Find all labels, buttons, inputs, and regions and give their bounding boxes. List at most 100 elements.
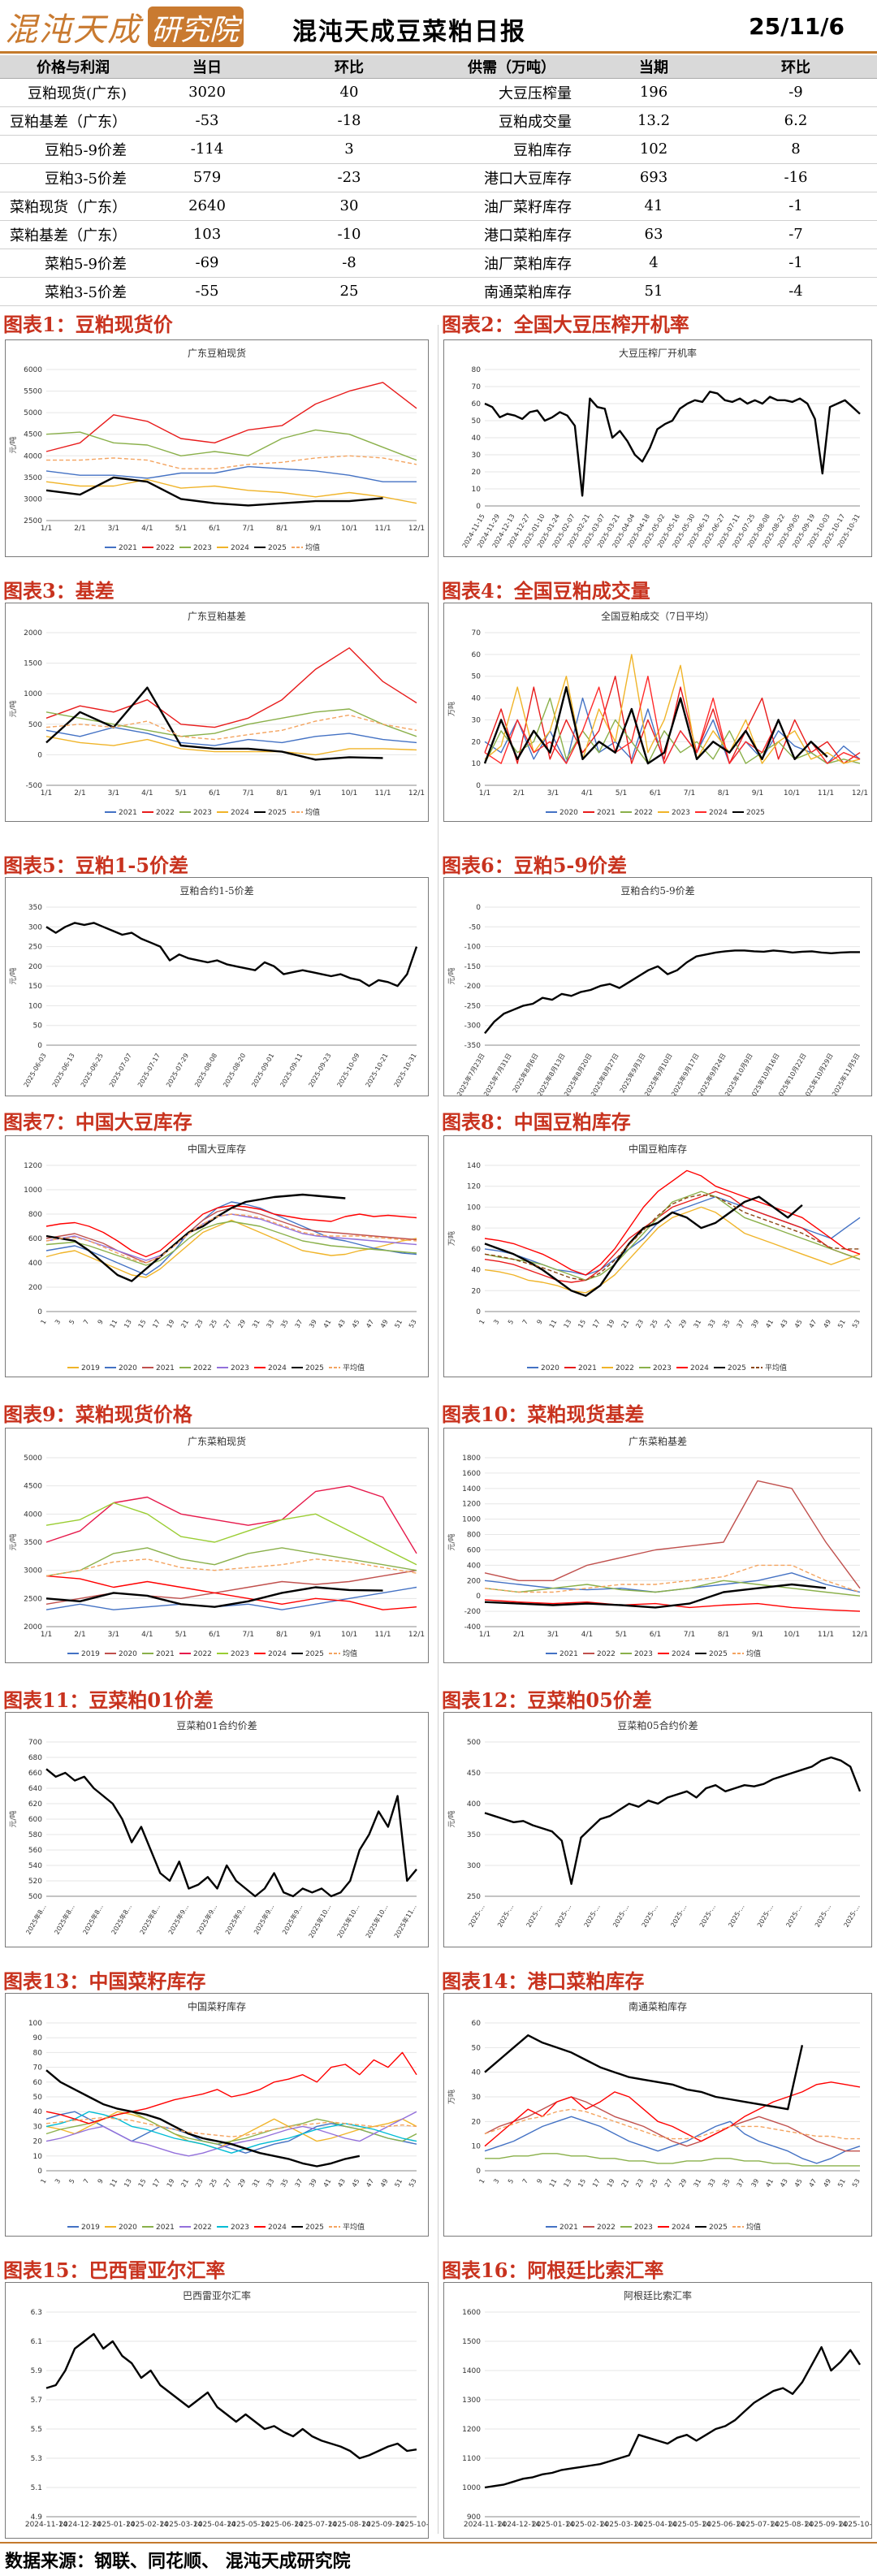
chart-panel: 大豆压榨厂开机率 0 10 20 30 40 50 60 70 80 2024-11-15 2024-… bbox=[443, 339, 872, 557]
y-tick-label: 400 bbox=[467, 1800, 481, 1809]
series-line-2025 bbox=[484, 2034, 804, 2111]
summary-table: 价格与利润 当日 环比 供需（万吨） 当期 环比 豆粕现货(广东) 3020 40 大… bbox=[0, 55, 877, 306]
report-title: 混沌天成豆菜粕日报 bbox=[292, 18, 526, 46]
x-tick-label: 7/1 bbox=[684, 1631, 695, 1639]
x-tick-label: 49 bbox=[379, 1319, 390, 1329]
x-tick-label: 2025-... bbox=[843, 1904, 862, 1929]
x-tick-label: 2025-... bbox=[727, 1904, 745, 1929]
chart-section-title: 图表14：港口菜粕库存 bbox=[442, 1969, 645, 1993]
summary-row: 菜粕5-9价差 -69 -8 油厂菜粕库存 4 -1 bbox=[0, 249, 877, 278]
y-tick-label: 60 bbox=[472, 1246, 482, 1254]
x-tick-label: 2025年8... bbox=[81, 1903, 105, 1936]
x-tick-label: 2/1 bbox=[513, 789, 525, 797]
y-tick-label: 100 bbox=[28, 1002, 42, 1010]
chart-panel: 中国豆粕库存 万吨 0 20 40 60 80 100 120 140 1 3 5 7 9 11 13 15 17 1… bbox=[443, 1135, 872, 1377]
summary-cell: -9 bbox=[715, 78, 877, 107]
summary-cell: 13.2 bbox=[593, 106, 715, 136]
x-tick-label: 11 bbox=[548, 1319, 559, 1329]
x-tick-label: 37 bbox=[294, 1319, 305, 1329]
x-tick-label: 17 bbox=[151, 1319, 162, 1329]
x-tick-label: 2025-... bbox=[554, 1904, 572, 1929]
legend-label: 2021 bbox=[119, 809, 137, 817]
series-line-2021 bbox=[45, 1547, 417, 1577]
x-tick-label: 2/1 bbox=[74, 789, 85, 797]
y-tick-label: 200 bbox=[28, 963, 42, 971]
x-tick-label: 39 bbox=[308, 2178, 318, 2189]
chart-section-title: 图表15：巴西雷亚尔汇率 bbox=[3, 2258, 226, 2282]
x-tick-label: 10/1 bbox=[784, 789, 800, 797]
y-tick-label: 1400 bbox=[462, 1485, 481, 1493]
chart-title: 豆粕合约1-5价差 bbox=[179, 884, 253, 897]
series-line-2024 bbox=[484, 1169, 861, 1276]
summary-cell: -1 bbox=[715, 192, 877, 221]
y-tick-label: 2500 bbox=[24, 517, 42, 525]
x-tick-label: 4/1 bbox=[141, 789, 153, 797]
summary-cell: 8 bbox=[715, 135, 877, 164]
x-tick-label: 7 bbox=[82, 1319, 90, 1326]
y-tick-label: 250 bbox=[467, 1893, 481, 1901]
series-line-均值 bbox=[484, 1564, 861, 1593]
series-line-平均值 bbox=[45, 2116, 417, 2137]
y-tick-label: 30 bbox=[472, 716, 482, 724]
y-tick-label: 800 bbox=[28, 1211, 42, 1219]
x-tick-label: 21 bbox=[620, 2178, 631, 2189]
y-tick-label: 450 bbox=[467, 1770, 481, 1778]
summary-cell: 41 bbox=[593, 192, 715, 221]
summary-header-cell: 当期 bbox=[593, 55, 715, 79]
x-tick-label: 47 bbox=[365, 2178, 375, 2189]
x-tick-label: 1/1 bbox=[479, 789, 490, 797]
y-tick-label: 5000 bbox=[24, 409, 42, 417]
x-tick-label: 2025年9... bbox=[195, 1903, 218, 1936]
x-tick-label: 8/1 bbox=[276, 789, 287, 797]
series-line-均值 bbox=[45, 1558, 417, 1577]
summary-cell: -8 bbox=[268, 249, 430, 278]
legend-label: 均值 bbox=[305, 807, 320, 817]
chart-section-title: 图表7：中国大豆库存 bbox=[3, 1110, 192, 1134]
y-tick-label: 5.7 bbox=[31, 2397, 42, 2405]
summary-cell: -55 bbox=[146, 277, 268, 306]
x-tick-label: 4/1 bbox=[581, 1631, 593, 1639]
legend-label: 2025 bbox=[746, 809, 765, 817]
x-tick-label: 2025-01-14 bbox=[532, 2521, 575, 2529]
chart-section-title: 图表16：阿根廷比索汇率 bbox=[442, 2258, 664, 2282]
chart-panel: 巴西雷亚尔汇率 4.9 5.1 5.3 5.5 5.7 5.9 6.1 6.3 2024-11-1… bbox=[5, 2282, 429, 2539]
x-tick-label: 2025-06-03 bbox=[23, 1052, 48, 1089]
legend-label: 2020 bbox=[119, 1650, 137, 1658]
summary-cell: -4 bbox=[715, 277, 877, 306]
x-tick-label: 2/1 bbox=[513, 1631, 525, 1639]
x-tick-label: 2025-07-14 bbox=[737, 2521, 780, 2529]
x-tick-label: 11/1 bbox=[374, 1631, 391, 1639]
summary-cell: 30 bbox=[268, 192, 430, 221]
x-tick-label: 9/1 bbox=[752, 789, 763, 797]
x-tick-label: 12/1 bbox=[852, 789, 868, 797]
legend-label: 2022 bbox=[597, 2224, 616, 2232]
legend-label: 2025 bbox=[728, 1364, 746, 1372]
y-tick-label: 520 bbox=[28, 1878, 42, 1886]
y-tick-label: -100 bbox=[464, 944, 482, 952]
summary-cell: 港口菜粕库存 bbox=[430, 220, 593, 249]
y-tick-label: 1300 bbox=[462, 2397, 481, 2405]
legend-label: 2024 bbox=[672, 2224, 690, 2232]
chart-title: 中国豆粕库存 bbox=[629, 1143, 687, 1155]
x-tick-label: 11/1 bbox=[818, 1631, 834, 1639]
summary-row: 菜粕基差（广东） 103 -10 港口菜粕库存 63 -7 bbox=[0, 220, 877, 249]
y-axis-label: 元/吨 bbox=[8, 967, 18, 984]
x-tick-label: 39 bbox=[750, 1319, 760, 1329]
x-tick-label: 43 bbox=[779, 1319, 789, 1329]
y-axis-label: 元/吨 bbox=[447, 1810, 456, 1827]
y-tick-label: 600 bbox=[28, 1235, 42, 1243]
series-line-2023 bbox=[485, 2153, 860, 2167]
chart-panel: 广东豆粕现货 元/吨 2500 3000 3500 4000 4500 5000 5500 600… bbox=[5, 339, 429, 557]
x-tick-label: 2025-08-14 bbox=[328, 2521, 371, 2529]
x-tick-label: 2025年8... bbox=[138, 1903, 162, 1936]
x-tick-label: 2025-05-14 bbox=[668, 2521, 711, 2529]
y-tick-label: 40 bbox=[472, 434, 482, 443]
y-tick-label: -400 bbox=[464, 1623, 482, 1632]
y-tick-label: 300 bbox=[467, 1862, 481, 1870]
x-tick-label: 47 bbox=[808, 2178, 819, 2189]
y-tick-label: 40 bbox=[472, 2069, 482, 2077]
y-tick-label: 1000 bbox=[462, 2484, 481, 2492]
